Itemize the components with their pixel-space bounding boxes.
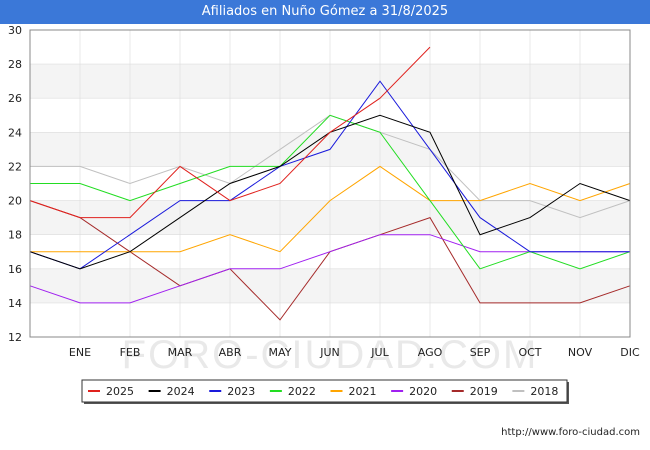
x-tick-label: FEB [120,346,141,359]
legend-label-2019: 2019 [470,385,498,398]
x-tick-label: NOV [568,346,593,359]
y-tick-label: 22 [8,160,22,173]
y-tick-label: 28 [8,58,22,71]
legend-label-2025: 2025 [106,385,134,398]
x-tick-label: ABR [219,346,242,359]
x-tick-label: ENE [69,346,91,359]
legend-label-2021: 2021 [349,385,377,398]
y-tick-label: 26 [8,92,22,105]
footer-url: http://www.foro-ciudad.com [501,427,640,438]
y-tick-label: 18 [8,229,22,242]
x-tick-label: OCT [518,346,541,359]
legend-label-2020: 2020 [409,385,437,398]
line-chart: FORO-CIUDAD.COM 12141618202224262830 ENE… [0,0,650,450]
y-tick-label: 24 [8,126,22,139]
legend-label-2022: 2022 [288,385,316,398]
y-axis-ticks: 12 14 16 18 20 22 24 26 28 30 [8,24,22,344]
x-tick-label: DIC [620,346,640,359]
legend-label-2023: 2023 [227,385,255,398]
y-tick-label: 14 [8,297,22,310]
x-tick-label: MAY [269,346,292,359]
x-tick-label: JUL [370,346,389,359]
x-tick-label: JUN [319,346,340,359]
legend: 2025 2024 2023 2022 2021 2020 2019 2018 [82,380,569,404]
legend-label-2024: 2024 [167,385,195,398]
y-tick-label: 30 [8,24,22,37]
x-tick-label: MAR [168,346,193,359]
x-tick-label: AGO [418,346,443,359]
x-tick-label: SEP [470,346,491,359]
y-tick-label: 16 [8,263,22,276]
legend-label-2018: 2018 [530,385,558,398]
y-tick-label: 20 [8,195,22,208]
y-tick-label: 12 [8,331,22,344]
